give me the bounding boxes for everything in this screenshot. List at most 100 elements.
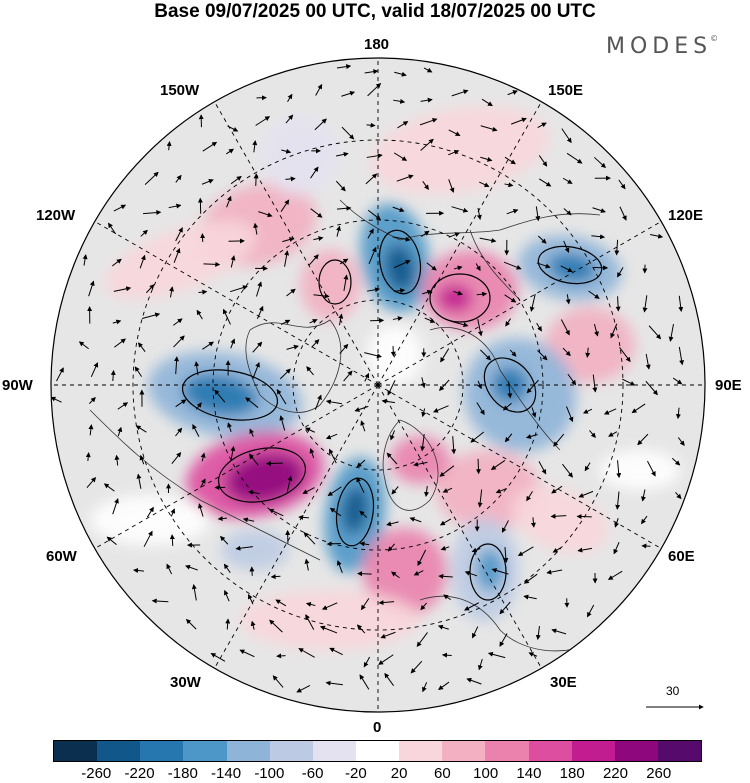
- wind-arrow: [531, 407, 537, 418]
- wind-arrow: [420, 602, 427, 611]
- wind-arrow: [562, 347, 571, 357]
- contours: [181, 229, 603, 601]
- wind-arrow: [370, 317, 385, 323]
- wind-arrow: [551, 485, 563, 494]
- wind-arrow: [275, 599, 287, 607]
- wind-arrow: [242, 517, 255, 523]
- lon-label-30e: 30E: [550, 674, 577, 691]
- wind-arrow: [566, 406, 574, 423]
- wind-arrow: [550, 513, 567, 519]
- wind-arrow: [249, 566, 255, 576]
- contour-line: [429, 273, 491, 323]
- wind-arrow: [326, 541, 341, 547]
- lon-label-90e: 90E: [715, 377, 742, 394]
- wind-arrow: [136, 473, 142, 489]
- wind-arrow: [475, 263, 481, 272]
- wind-arrow: [329, 507, 342, 517]
- anomaly-blob: [422, 250, 518, 330]
- wind-arrow: [366, 153, 383, 159]
- wind-arrow: [171, 452, 182, 465]
- wind-arrow: [339, 258, 349, 265]
- wind-arrow: [464, 570, 478, 577]
- lon-label-60w: 60W: [46, 548, 77, 565]
- wind-arrow: [603, 408, 617, 415]
- wind-arrow: [592, 374, 598, 393]
- wind-arrow: [281, 148, 292, 154]
- wind-arrow: [329, 448, 337, 464]
- wind-arrow: [390, 346, 396, 357]
- wind-arrow: [380, 631, 396, 639]
- wind-arrow: [593, 323, 599, 337]
- wind-arrow: [306, 366, 314, 376]
- wind-arrow: [592, 207, 606, 213]
- colorbar-swatch: [140, 741, 184, 761]
- wind-arrow: [88, 424, 94, 436]
- colorbar-tick-label: 20: [390, 765, 408, 782]
- wind-arrow: [438, 573, 453, 579]
- colorbar-tick-label: 140: [516, 765, 542, 782]
- colorbar-swatch: [614, 741, 658, 761]
- wind-arrow: [363, 656, 371, 668]
- wind-arrow: [298, 648, 315, 658]
- colorbar-swatch: [312, 741, 356, 761]
- wind-arrow: [285, 176, 296, 182]
- wind-arrow: [613, 541, 620, 555]
- wind-arrow: [563, 240, 570, 253]
- anomaly-blob: [600, 450, 680, 490]
- wind-arrow: [185, 564, 199, 571]
- wind-arrow: [366, 122, 376, 128]
- wind-arrow: [537, 122, 547, 129]
- lon-label-30w: 30W: [170, 674, 201, 691]
- anomaly-blob: [371, 105, 549, 195]
- wind-arrow: [230, 445, 236, 461]
- colorbar-tick-label: 180: [559, 765, 585, 782]
- wind-arrow: [677, 437, 685, 446]
- colorbar-tick-label: -260: [81, 765, 112, 782]
- wind-arrow: [343, 274, 349, 292]
- contour-line: [483, 357, 537, 413]
- wind-arrow: [336, 205, 352, 211]
- anomaly-blob: [225, 453, 305, 503]
- wind-arrow: [360, 420, 366, 432]
- wind-arrow: [305, 427, 315, 433]
- wind-arrow: [82, 254, 88, 266]
- wind-arrow: [144, 171, 159, 185]
- contour-line: [218, 447, 306, 503]
- wind-arrow: [356, 459, 366, 468]
- meridian-line: [94, 221, 379, 386]
- wind-arrow: [112, 319, 122, 325]
- wind-arrow: [416, 632, 428, 647]
- wind-arrow: [479, 181, 490, 188]
- colorbar-swatch: [269, 741, 313, 761]
- wind-arrow: [448, 129, 461, 136]
- wind-arrow: [562, 177, 573, 184]
- wind-arrow: [367, 228, 374, 239]
- wind-arrow: [510, 117, 527, 125]
- anomaly-blob: [240, 590, 420, 650]
- wind-arrow: [668, 323, 674, 342]
- wind-arrow: [538, 155, 548, 167]
- wind-arrow: [517, 546, 534, 557]
- wind-arrow: [359, 674, 370, 690]
- wind-arrow: [509, 349, 517, 357]
- wind-arrow: [147, 506, 154, 518]
- wind-arrow: [325, 399, 343, 405]
- wind-arrow: [393, 288, 406, 294]
- wind-arrow: [419, 118, 438, 126]
- wind-arrow: [114, 338, 126, 348]
- wind-arrow: [359, 541, 370, 547]
- lon-label-150w: 150W: [160, 82, 200, 99]
- wind-arrow: [422, 181, 429, 190]
- wind-arrow: [420, 97, 433, 103]
- wind-arrow: [480, 349, 492, 361]
- wind-arrow: [364, 69, 379, 75]
- wind-arrow: [170, 508, 176, 517]
- wind-arrow: [421, 408, 427, 418]
- wind-arrow: [396, 174, 414, 182]
- logo-text: MODES: [606, 34, 713, 59]
- wind-arrow: [475, 458, 481, 475]
- wind-arrow: [536, 262, 551, 269]
- wind-arrow: [507, 90, 518, 96]
- wind-arrow: [141, 312, 161, 319]
- wind-arrow: [506, 208, 519, 215]
